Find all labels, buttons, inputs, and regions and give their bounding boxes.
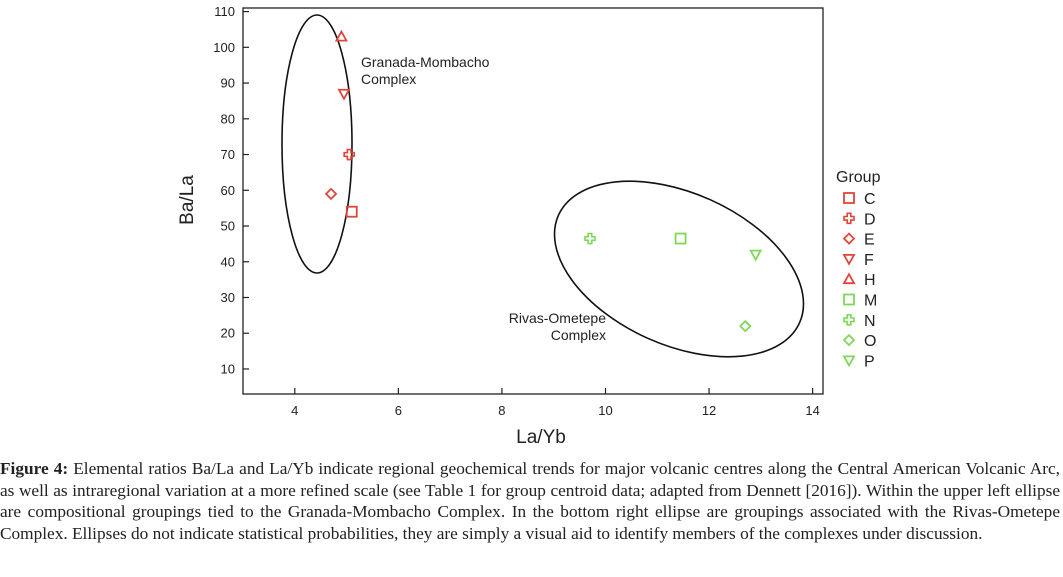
ellipses	[281, 14, 805, 358]
annotations: Granada-MombachoComplexRivas-OmetepeComp…	[361, 54, 606, 343]
legend-marker-f	[842, 253, 856, 266]
y-tick-label: 50	[221, 219, 235, 234]
y-axis-label: Ba/La	[177, 175, 198, 225]
annotation-label: Rivas-Ometepe	[509, 310, 606, 326]
x-tick-label: 4	[291, 403, 298, 418]
x-tick-label: 14	[805, 403, 819, 418]
plot-frame	[242, 7, 824, 395]
data-point-o	[739, 319, 752, 333]
legend-marker-h	[842, 272, 856, 285]
granada-mombacho-ellipse	[281, 14, 353, 274]
legend-label: N	[864, 313, 876, 330]
x-tick-label: 12	[702, 403, 716, 418]
legend-title: Group	[836, 169, 881, 186]
y-tick-label: 10	[221, 361, 235, 376]
y-tick-label: 90	[221, 76, 235, 91]
legend-label: O	[864, 333, 876, 350]
x-tick-label: 6	[395, 403, 402, 418]
legend-label: E	[864, 232, 875, 249]
y-tick-label: 110	[214, 4, 235, 19]
y-tick-label: 30	[221, 290, 235, 305]
legend-marker-m	[843, 293, 855, 306]
legend-marker-c	[843, 192, 855, 204]
y-tick-label: 100	[213, 40, 235, 55]
legend-marker-p	[842, 355, 856, 368]
caption-text: Elemental ratios Ba/La and La/Yb indicat…	[0, 459, 1060, 543]
plot-border	[242, 7, 824, 395]
y-tick-label: 80	[221, 111, 235, 126]
data-point-f	[337, 88, 351, 101]
annotation-label: Granada-Mombacho	[361, 54, 490, 70]
y-axis: 10 20 30 40 50 60 70 80 90 100 110	[213, 4, 249, 376]
x-tick-label: 10	[598, 403, 612, 418]
data-point-m	[674, 232, 687, 245]
legend-label: D	[864, 211, 876, 228]
x-axis: 4 6 8 10 12 14	[291, 388, 820, 418]
legend-marker-n	[843, 313, 855, 326]
legend-marker-e	[842, 232, 856, 245]
rivas-ometepe-ellipse	[553, 180, 805, 358]
annotation-label: Complex	[361, 71, 416, 87]
x-axis-label: La/Yb	[516, 427, 566, 448]
caption-label: Figure 4:	[0, 459, 69, 478]
annotation-label: Complex	[551, 327, 606, 343]
data-point-h	[334, 29, 348, 42]
legend-marker-o	[842, 333, 856, 347]
legend-label: H	[864, 272, 876, 289]
legend-label: M	[864, 293, 877, 310]
y-tick-label: 70	[221, 147, 235, 162]
x-tick-label: 8	[498, 403, 505, 418]
data-points	[324, 29, 763, 333]
legend-label: F	[864, 252, 874, 269]
scatter-chart: 10 20 30 40 50 60 70 80 90 100 110 4 6 8 10 12 14 Ba/La…	[177, 4, 881, 448]
y-tick-label: 60	[221, 183, 235, 198]
data-point-n	[584, 232, 596, 245]
legend-marker-d	[843, 212, 855, 225]
y-tick-label: 40	[221, 254, 235, 269]
data-point-d	[343, 148, 355, 161]
data-point-c	[345, 205, 358, 218]
legend-label: P	[864, 353, 875, 370]
data-point-e	[324, 187, 338, 201]
figure-caption: Figure 4: Elemental ratios Ba/La and La/…	[0, 458, 1060, 544]
y-tick-label: 20	[221, 326, 235, 341]
legend-label: C	[864, 191, 876, 208]
data-point-p	[749, 249, 763, 262]
